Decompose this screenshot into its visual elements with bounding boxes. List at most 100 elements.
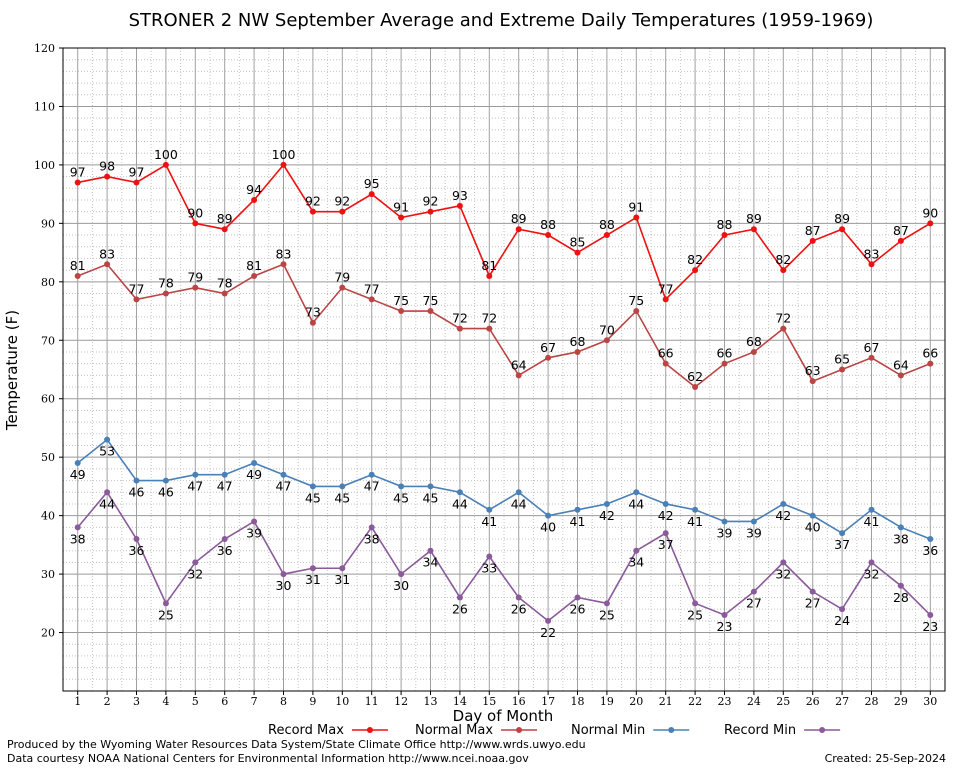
data-label-record-min: 23 (922, 619, 938, 634)
data-point-record-max (780, 267, 787, 274)
x-tick-label: 13 (424, 695, 438, 708)
series-normal-min: 49 53 46 46 47 47 49 47 45 45 47 45 45 44 41 44 40 41 42 44… (70, 436, 938, 558)
data-label-normal-max: 72 (481, 311, 497, 326)
data-point-record-min (603, 600, 610, 607)
data-label-record-max: 97 (70, 164, 86, 179)
data-label-normal-max: 83 (99, 246, 115, 261)
data-point-record-max (427, 208, 434, 215)
data-label-record-min: 27 (746, 596, 762, 611)
x-tick-label: 9 (309, 695, 316, 708)
data-label-record-min: 26 (452, 601, 468, 616)
data-point-record-max (456, 202, 463, 209)
legend-swatch-marker-record-max (366, 727, 373, 733)
data-label-normal-min: 41 (570, 514, 586, 529)
data-label-normal-max: 62 (687, 369, 703, 384)
data-point-normal-min (692, 506, 699, 513)
data-label-normal-min: 44 (452, 496, 468, 511)
series-line-normal-max (77, 263, 931, 389)
x-tick-label: 8 (280, 695, 287, 708)
data-point-record-min (74, 524, 81, 531)
data-point-record-max (104, 173, 111, 180)
x-tick-label: 28 (865, 695, 879, 708)
x-tick-label: 30 (923, 695, 937, 708)
data-point-record-min (897, 582, 904, 589)
chart-title: STRONER 2 NW September Average and Extre… (129, 10, 874, 31)
data-label-record-max: 88 (717, 217, 733, 232)
data-point-record-min (721, 612, 728, 619)
x-tick-label: 10 (335, 695, 349, 708)
data-point-normal-min (927, 536, 934, 543)
series-line-record-max (77, 163, 931, 301)
data-point-record-max (339, 208, 346, 215)
data-point-record-min (280, 571, 287, 578)
data-label-normal-max: 68 (746, 334, 762, 349)
x-tick-label: 26 (806, 695, 820, 708)
data-label-record-max: 83 (864, 246, 880, 261)
grid (62, 47, 946, 692)
data-label-record-min: 31 (305, 572, 321, 587)
data-point-record-min (927, 612, 934, 619)
data-point-record-max (162, 161, 169, 168)
data-point-normal-max (192, 284, 199, 291)
data-label-normal-min: 47 (187, 479, 203, 494)
data-label-record-max: 88 (599, 217, 615, 232)
data-label-normal-min: 36 (922, 543, 938, 558)
x-tick-label: 23 (718, 695, 732, 708)
data-label-normal-min: 39 (717, 525, 733, 540)
data-point-record-min (456, 594, 463, 601)
y-tick-label: 90 (41, 217, 55, 230)
data-label-record-min: 30 (393, 578, 409, 593)
y-tick-label: 100 (34, 159, 55, 172)
data-label-normal-max: 77 (129, 281, 145, 296)
data-point-normal-min (721, 518, 728, 525)
data-point-record-min (162, 600, 169, 607)
data-point-normal-min (133, 477, 140, 484)
x-tick-label: 21 (659, 695, 673, 708)
data-point-normal-min (104, 436, 111, 443)
x-tick-label: 24 (747, 695, 761, 708)
data-point-record-min (251, 518, 258, 525)
data-point-normal-max (486, 325, 493, 332)
data-point-normal-max (721, 360, 728, 367)
data-point-normal-max (251, 272, 258, 279)
x-tick-label: 4 (162, 695, 169, 708)
data-label-record-min: 34 (628, 555, 644, 570)
data-point-normal-min (368, 471, 375, 478)
data-point-record-min (104, 489, 111, 496)
data-point-record-max (897, 237, 904, 244)
legend: Record Max Normal Max Normal Min Record Min (268, 723, 841, 738)
data-point-normal-max (221, 290, 228, 297)
data-label-normal-max: 78 (217, 276, 233, 291)
data-point-normal-min (339, 483, 346, 490)
data-label-record-max: 77 (658, 281, 674, 296)
data-label-record-max: 85 (570, 235, 586, 250)
data-label-record-min: 26 (511, 601, 527, 616)
y-tick-label: 30 (41, 568, 55, 581)
data-label-record-min: 25 (158, 607, 174, 622)
data-point-normal-max (809, 378, 816, 385)
data-point-normal-max (515, 372, 522, 379)
data-point-normal-min (603, 500, 610, 507)
data-label-normal-min: 45 (305, 490, 321, 505)
x-tick-label: 19 (600, 695, 614, 708)
data-label-normal-max: 66 (717, 346, 733, 361)
data-label-record-min: 31 (334, 572, 350, 587)
legend-item-normal-max: Normal Max (415, 723, 538, 738)
data-label-normal-min: 45 (423, 490, 439, 505)
data-point-record-min (309, 565, 316, 572)
data-point-record-min (692, 600, 699, 607)
data-label-normal-max: 78 (158, 276, 174, 291)
data-label-normal-max: 66 (658, 346, 674, 361)
data-point-normal-min (456, 489, 463, 496)
footer-produced-by: Produced by the Wyoming Water Resources … (7, 738, 586, 751)
data-point-normal-max (692, 384, 699, 391)
data-label-normal-min: 49 (246, 467, 262, 482)
data-label-record-min: 22 (540, 625, 556, 640)
data-label-record-max: 94 (246, 182, 262, 197)
data-point-record-min (545, 617, 552, 624)
data-label-record-min: 32 (187, 566, 203, 581)
data-label-normal-min: 47 (364, 479, 380, 494)
data-point-record-max (398, 214, 405, 221)
data-label-normal-max: 67 (540, 340, 556, 355)
legend-swatch-marker-normal-min (668, 727, 675, 733)
